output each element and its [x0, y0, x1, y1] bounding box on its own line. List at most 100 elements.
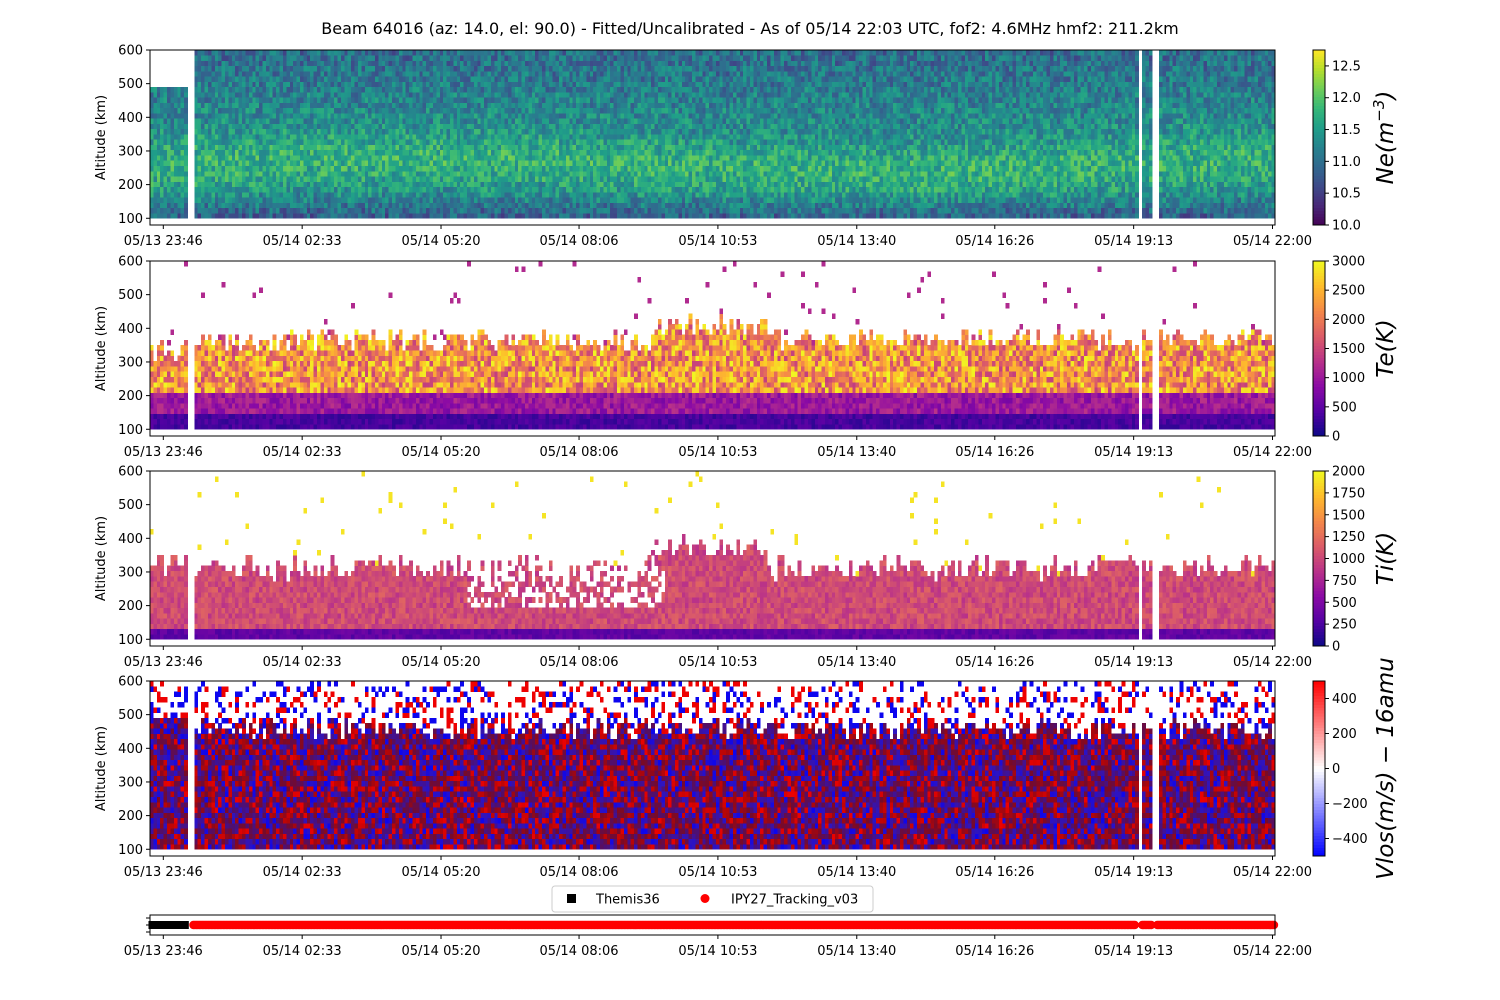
heatmap-cell [269, 55, 273, 61]
heatmap-cell [194, 166, 198, 172]
heatmap-cell [211, 129, 215, 135]
heatmap-cell [211, 118, 215, 124]
heatmap-cell [235, 134, 239, 140]
heatmap-cell [286, 213, 290, 219]
heatmap-cell [276, 181, 280, 187]
heatmap-cell [245, 82, 249, 88]
heatmap-cell [239, 129, 243, 135]
heatmap-cell [211, 166, 215, 172]
heatmap-cell [245, 92, 249, 98]
heatmap-cell [280, 155, 284, 161]
heatmap-cell [157, 129, 161, 135]
heatmap-cell [167, 97, 171, 103]
heatmap-cell [273, 129, 277, 135]
heatmap-cell [293, 103, 297, 109]
heatmap-cell [276, 103, 280, 109]
heatmap-cell [153, 155, 157, 161]
heatmap-cell [218, 71, 222, 77]
heatmap-cell [228, 92, 232, 98]
heatmap-cell [164, 134, 168, 140]
heatmap-cell [222, 61, 226, 67]
heatmap-cell [245, 129, 249, 135]
heatmap-cell [177, 213, 181, 219]
heatmap-cell [181, 139, 185, 145]
heatmap-cell [184, 134, 188, 140]
heatmap-cell [164, 124, 168, 130]
heatmap-cell [194, 187, 198, 193]
heatmap-cell [211, 155, 215, 161]
heatmap-cell [194, 92, 198, 98]
heatmap-cell [225, 192, 229, 198]
heatmap-cell [249, 71, 253, 77]
heatmap-cell [245, 166, 249, 172]
heatmap-cell [205, 129, 209, 135]
heatmap-cell [269, 155, 273, 161]
heatmap-cell [283, 118, 287, 124]
heatmap-cell [256, 171, 260, 177]
heatmap-cell [222, 71, 226, 77]
heatmap-cell [293, 108, 297, 114]
heatmap-cell [280, 181, 284, 187]
heatmap-cell [174, 213, 178, 219]
heatmap-cell [256, 197, 260, 203]
heatmap-cell [153, 103, 157, 109]
heatmap-cell [259, 192, 263, 198]
heatmap-cell [252, 139, 256, 145]
heatmap-cell [242, 134, 246, 140]
heatmap-cell [249, 55, 253, 61]
heatmap-cell [259, 124, 263, 130]
heatmap-cell [273, 145, 277, 151]
heatmap-cell [205, 118, 209, 124]
heatmap-cell [293, 181, 297, 187]
heatmap-cell [286, 150, 290, 156]
heatmap-cell [201, 97, 205, 103]
heatmap-cell [286, 202, 290, 208]
heatmap-cell [232, 129, 236, 135]
heatmap-cell [235, 113, 239, 119]
heatmap-cell [242, 92, 246, 98]
heatmap-cell [290, 71, 294, 77]
heatmap-cell [205, 108, 209, 114]
heatmap-cell [198, 118, 202, 124]
heatmap-cell [286, 50, 290, 56]
heatmap-cell [256, 129, 260, 135]
heatmap-cell [235, 202, 239, 208]
heatmap-cell [232, 55, 236, 61]
heatmap-cell [228, 71, 232, 77]
heatmap-cell [215, 71, 219, 77]
heatmap-cell [205, 82, 209, 88]
heatmap-cell [160, 187, 164, 193]
heatmap-cell [239, 92, 243, 98]
heatmap-cell [283, 124, 287, 130]
heatmap-cell [205, 187, 209, 193]
heatmap-cell [242, 61, 246, 67]
heatmap-cell [283, 202, 287, 208]
heatmap-cell [218, 92, 222, 98]
heatmap-cell [181, 213, 185, 219]
heatmap-cell [222, 176, 226, 182]
heatmap-cell [239, 187, 243, 193]
heatmap-cell [256, 66, 260, 72]
heatmap-cell [174, 87, 178, 93]
heatmap-cell [198, 171, 202, 177]
heatmap-cell [293, 118, 297, 124]
heatmap-cell [205, 103, 209, 109]
heatmap-cell [167, 208, 171, 214]
heatmap-cell [211, 66, 215, 72]
heatmap-cell [232, 150, 236, 156]
heatmap-cell [164, 92, 168, 98]
heatmap-cell [286, 55, 290, 61]
heatmap-cell [269, 145, 273, 151]
heatmap-cell [222, 50, 226, 56]
heatmap-cell [208, 50, 212, 56]
heatmap-cell [239, 145, 243, 151]
heatmap-cell [228, 108, 232, 114]
heatmap-cell [228, 124, 232, 130]
heatmap-cell [174, 187, 178, 193]
heatmap-cell [273, 187, 277, 193]
heatmap-cell [259, 66, 263, 72]
heatmap-cell [205, 139, 209, 145]
heatmap-cell [150, 160, 154, 166]
heatmap-cell [286, 71, 290, 77]
heatmap-cell [252, 55, 256, 61]
